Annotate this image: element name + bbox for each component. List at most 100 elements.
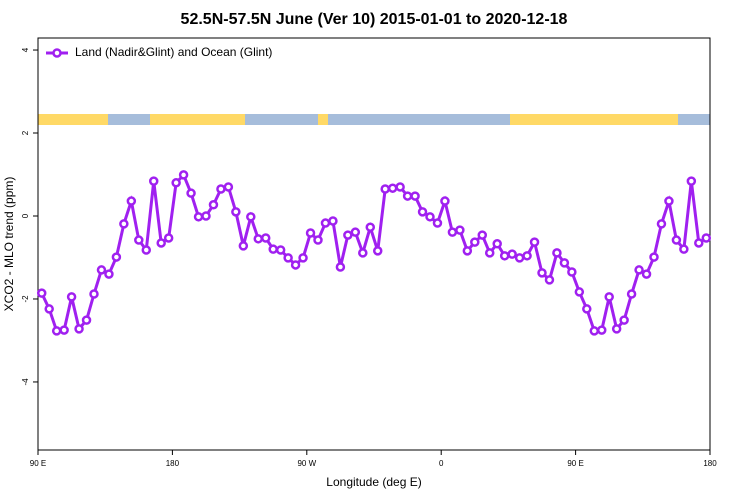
data-point bbox=[372, 246, 383, 256]
chart-title: 52.5N-57.5N June (Ver 10) 2015-01-01 to … bbox=[181, 11, 568, 28]
data-point bbox=[507, 249, 517, 259]
data-point bbox=[462, 246, 473, 256]
data-point bbox=[111, 252, 122, 262]
data-point bbox=[440, 196, 450, 206]
data-point bbox=[163, 233, 174, 243]
plot-frame bbox=[37, 37, 711, 451]
data-point bbox=[552, 248, 562, 258]
data-point bbox=[484, 248, 495, 258]
data-point bbox=[596, 325, 607, 335]
data-point bbox=[320, 218, 331, 228]
x-tick-label: 90 E bbox=[567, 459, 583, 468]
data-point bbox=[193, 212, 204, 222]
land-ocean-band bbox=[38, 114, 710, 125]
data-point bbox=[365, 222, 376, 232]
data-point bbox=[499, 251, 510, 261]
x-tick-label: 90 W bbox=[297, 459, 316, 468]
data-point bbox=[686, 176, 697, 186]
data-point bbox=[514, 253, 525, 263]
data-point bbox=[701, 233, 712, 243]
data-point bbox=[619, 315, 629, 325]
data-point bbox=[51, 326, 62, 336]
land-band bbox=[150, 114, 245, 125]
data-point bbox=[126, 196, 137, 206]
data-point bbox=[96, 265, 107, 275]
data-point bbox=[358, 248, 368, 258]
data-point bbox=[305, 228, 316, 238]
data-point bbox=[380, 184, 390, 194]
data-point bbox=[298, 253, 308, 263]
data-point bbox=[141, 245, 152, 255]
data-point bbox=[634, 265, 644, 275]
data-point bbox=[455, 225, 465, 235]
data-point bbox=[201, 211, 211, 221]
data-point bbox=[664, 196, 674, 206]
y-tick-label: -4 bbox=[21, 378, 30, 386]
data-point bbox=[268, 244, 278, 254]
land-band bbox=[38, 114, 108, 125]
x-tick-label: 180 bbox=[703, 459, 717, 468]
data-point bbox=[671, 235, 682, 245]
data-point bbox=[402, 191, 413, 201]
ocean-band bbox=[38, 114, 710, 125]
data-point bbox=[529, 237, 540, 247]
data-point bbox=[328, 216, 338, 226]
data-point bbox=[447, 227, 458, 237]
data-point bbox=[335, 262, 346, 272]
y-tick-label: 2 bbox=[21, 130, 30, 135]
data-point bbox=[417, 207, 428, 217]
data-point bbox=[313, 235, 323, 245]
data-point bbox=[74, 324, 84, 334]
data-point bbox=[66, 292, 77, 302]
data-point bbox=[253, 234, 264, 244]
data-point bbox=[44, 304, 54, 314]
data-point bbox=[89, 289, 99, 299]
land-band bbox=[510, 114, 678, 125]
x-axis-label: Longitude (deg E) bbox=[326, 475, 421, 489]
data-point bbox=[611, 324, 622, 334]
data-point bbox=[231, 207, 241, 217]
data-point bbox=[470, 237, 480, 247]
data-point bbox=[171, 178, 181, 188]
data-point bbox=[589, 326, 600, 336]
data-point bbox=[395, 182, 405, 192]
data-point bbox=[283, 253, 293, 263]
data-point bbox=[410, 191, 420, 201]
data-point bbox=[350, 227, 361, 237]
data-point bbox=[260, 233, 271, 243]
data-point bbox=[246, 212, 256, 222]
data-point bbox=[492, 239, 502, 249]
data-point bbox=[544, 275, 555, 285]
data-point bbox=[641, 269, 652, 279]
data-point bbox=[134, 235, 144, 245]
data-point bbox=[148, 176, 159, 186]
data-point bbox=[36, 288, 47, 298]
data-point bbox=[567, 267, 577, 277]
y-tick-label: 4 bbox=[21, 47, 30, 52]
data-point bbox=[387, 183, 398, 193]
data-point bbox=[582, 304, 592, 314]
data-point bbox=[537, 268, 547, 278]
data-point bbox=[104, 269, 114, 279]
data-point bbox=[626, 289, 637, 299]
y-tick-label: -2 bbox=[21, 295, 30, 303]
data-point bbox=[59, 325, 69, 335]
data-point bbox=[574, 287, 585, 297]
data-point bbox=[694, 238, 704, 248]
data-point bbox=[604, 292, 614, 302]
data-point bbox=[178, 170, 189, 180]
y-axis-label: XCO2 - MLO trend (ppm) bbox=[2, 177, 16, 312]
data-point bbox=[186, 188, 196, 198]
x-tick-label: 180 bbox=[166, 459, 180, 468]
data-point bbox=[119, 219, 129, 229]
data-point bbox=[275, 245, 286, 255]
data-point bbox=[343, 230, 353, 240]
data-point bbox=[425, 212, 435, 222]
data-point bbox=[81, 315, 92, 325]
x-tick-label: 0 bbox=[439, 459, 444, 468]
data-point bbox=[522, 251, 532, 261]
legend-label: Land (Nadir&Glint) and Ocean (Glint) bbox=[75, 45, 272, 59]
y-tick-label: 0 bbox=[21, 213, 30, 218]
data-point bbox=[156, 238, 166, 248]
